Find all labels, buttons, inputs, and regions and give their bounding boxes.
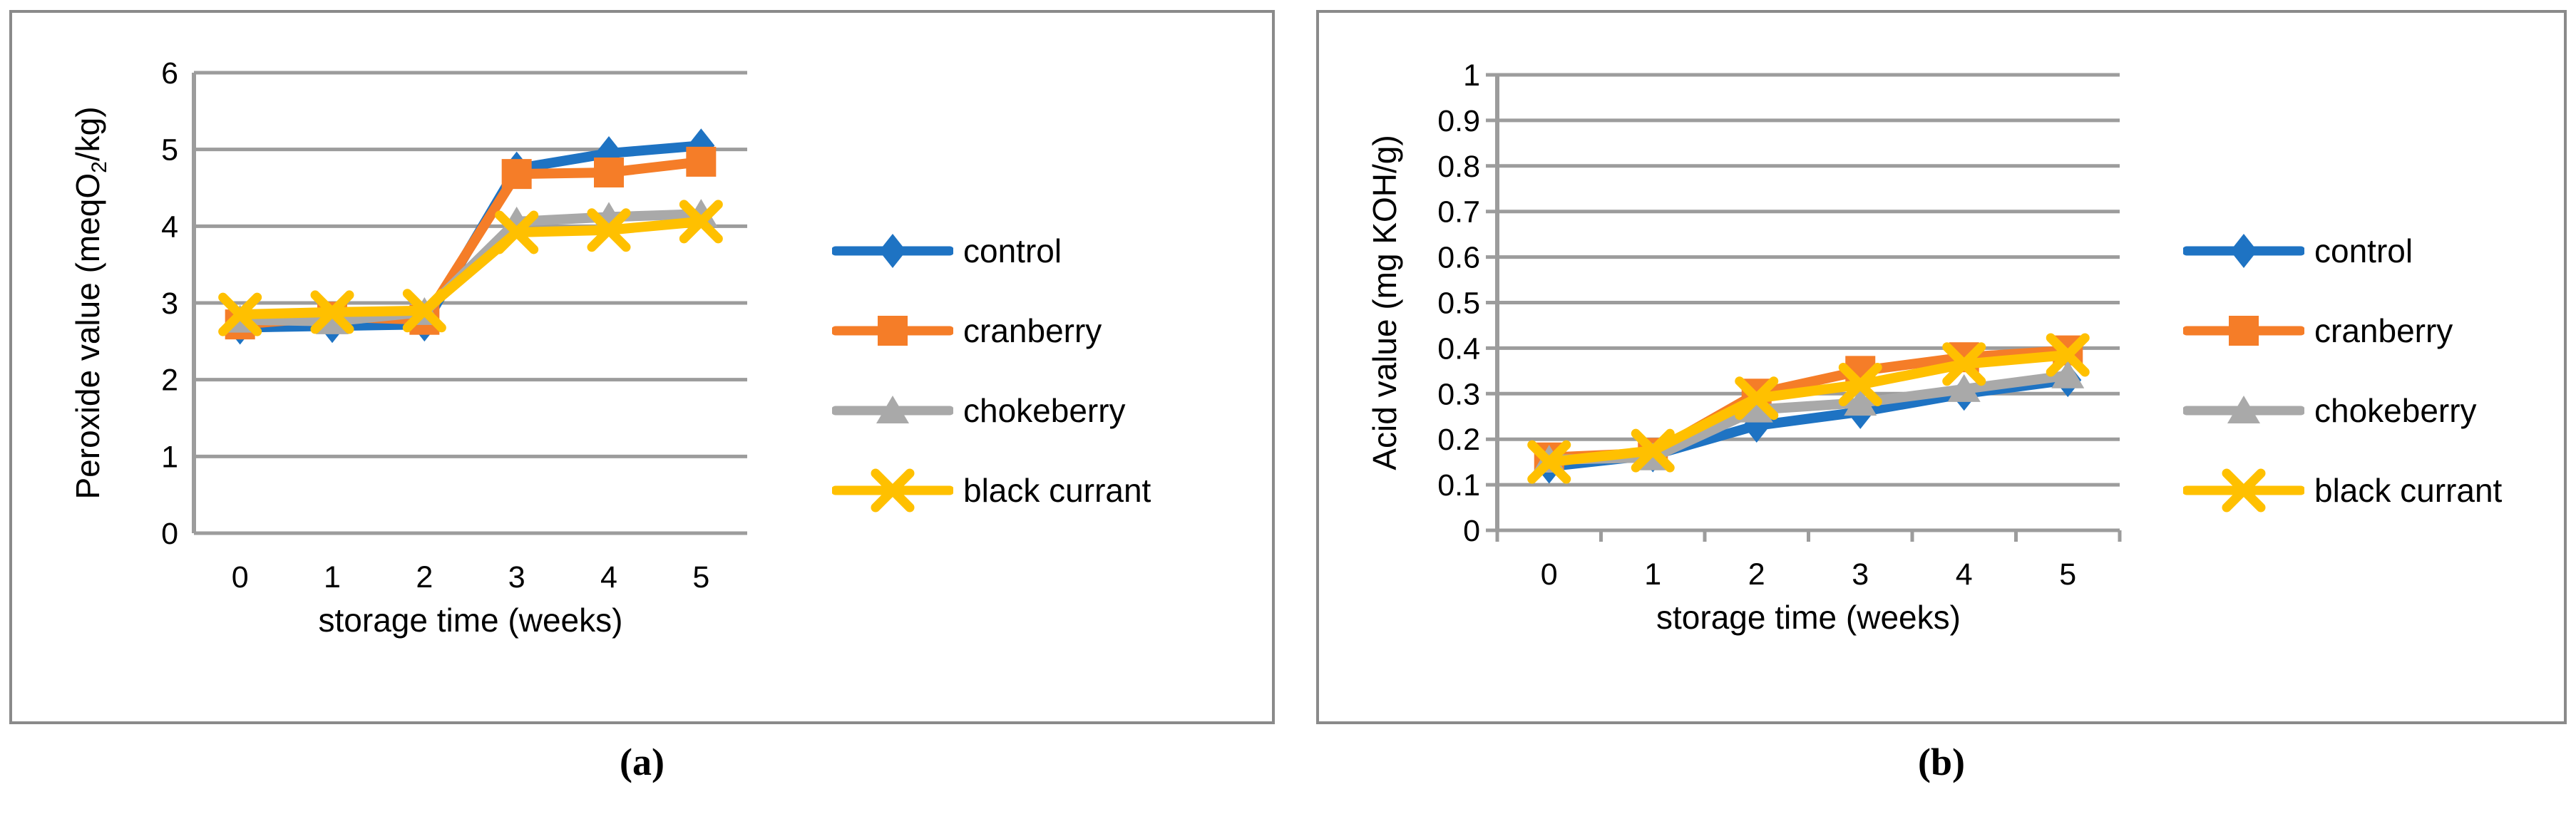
x-tick-label: 5 bbox=[2059, 557, 2076, 592]
x-tick-label: 4 bbox=[1956, 557, 1973, 592]
y-tick-label: 6 bbox=[161, 56, 178, 91]
legend-swatch-black-currant bbox=[2183, 468, 2304, 512]
legend-item-cranberry: cranberry bbox=[2183, 291, 2502, 371]
legend-label-control: control bbox=[963, 232, 1062, 269]
x-axis-title: storage time (weeks) bbox=[319, 602, 623, 639]
y-tick-label: 0.7 bbox=[1437, 195, 1480, 230]
y-tick-label: 0.2 bbox=[1437, 423, 1480, 457]
legend-marker-chokeberry bbox=[876, 396, 909, 423]
marker-chokeberry-week-3 bbox=[1844, 388, 1877, 416]
caption-panel-a: (a) bbox=[620, 741, 664, 783]
x-tick-label: 5 bbox=[692, 560, 709, 594]
x-tick-label: 2 bbox=[416, 560, 433, 594]
series-line-chokeberry bbox=[1544, 370, 2073, 465]
y-tick-label: 0.6 bbox=[1437, 241, 1480, 275]
x-tick-label: 1 bbox=[324, 560, 341, 594]
x-tick-label: 0 bbox=[232, 560, 249, 594]
caption-panel-b: (b) bbox=[1918, 741, 1965, 783]
y-tick-label: 0.1 bbox=[1437, 468, 1480, 503]
y-tick-label: 2 bbox=[161, 364, 178, 398]
legend-swatch-control bbox=[2183, 234, 2304, 268]
legend-item-control: control bbox=[832, 211, 1151, 291]
x-axis-title: storage time (weeks) bbox=[1656, 599, 1961, 636]
panel-a: 0 1 2 3 4 5 6 0 1 2 3 4 5 storage time (weeks) Peroxid… bbox=[9, 10, 1275, 724]
legend-marker-black-currant bbox=[871, 468, 915, 512]
legend-item-black-currant: black currant bbox=[2183, 450, 2502, 530]
legend-label-black-currant: black currant bbox=[963, 472, 1151, 509]
marker-chokeberry-week-5 bbox=[2051, 360, 2085, 388]
marker-black-currant-week-0 bbox=[218, 292, 262, 336]
marker-black-currant-week-5 bbox=[679, 200, 723, 244]
marker-black-currant-week-4 bbox=[587, 208, 631, 252]
x-tick-label: 3 bbox=[1852, 557, 1869, 592]
legend-label-control: control bbox=[2314, 232, 2413, 269]
legend-marker-cranberry bbox=[2229, 316, 2259, 346]
marker-black-currant-week-0 bbox=[1527, 440, 1571, 484]
x-tick-label: 3 bbox=[508, 560, 525, 594]
marker-black-currant-week-5 bbox=[2046, 333, 2090, 377]
legend-a: control cranberry chokeberry black curra… bbox=[832, 211, 1151, 530]
y-tick-label: 0.8 bbox=[1437, 150, 1480, 184]
marker-cranberry-week-5 bbox=[686, 146, 717, 177]
y-axis-title: Acid value (mg KOH/g) bbox=[1366, 135, 1403, 470]
series-line-black-currant bbox=[235, 216, 707, 320]
marker-black-currant-week-1 bbox=[310, 290, 354, 334]
x-tick-label: 4 bbox=[600, 560, 617, 594]
legend-item-chokeberry: chokeberry bbox=[2183, 371, 2502, 450]
legend-marker-control bbox=[879, 234, 906, 268]
peroxide-value-chart: 0 1 2 3 4 5 6 0 1 2 3 4 5 storage time (weeks) Peroxid… bbox=[69, 56, 747, 639]
legend-label-chokeberry: chokeberry bbox=[963, 392, 1126, 429]
legend-marker-chokeberry bbox=[2227, 396, 2260, 423]
legend-item-control: control bbox=[2183, 211, 2502, 291]
marker-chokeberry-week-2 bbox=[1740, 394, 1773, 423]
legend-swatch-chokeberry bbox=[832, 396, 953, 423]
y-tick-label: 1 bbox=[1463, 58, 1480, 93]
legend-marker-control bbox=[2230, 234, 2257, 268]
y-tick-label: 0.3 bbox=[1437, 377, 1480, 411]
y-tick-label: 0 bbox=[1463, 514, 1480, 548]
marker-black-currant-week-1 bbox=[1631, 428, 1675, 473]
y-tick-label: 0.4 bbox=[1437, 331, 1480, 366]
panel-b: 0 0.1 0.2 0.3 0.4 0.5 0.6 0.7 0.8 0.9 1 0 1 2 3 4 5 stora… bbox=[1316, 10, 2567, 724]
acid-value-chart: 0 0.1 0.2 0.3 0.4 0.5 0.6 0.7 0.8 0.9 1 0 1 2 3 4 5 stora… bbox=[1366, 58, 2122, 636]
legend-marker-cranberry bbox=[878, 316, 908, 346]
legend-b: control cranberry chokeberry black curra… bbox=[2183, 211, 2502, 530]
x-tick-label: 0 bbox=[1541, 557, 1558, 592]
legend-marker-black-currant bbox=[2222, 468, 2266, 512]
legend-swatch-cranberry bbox=[832, 316, 953, 346]
marker-black-currant-week-3 bbox=[1838, 363, 1882, 407]
marker-black-currant-week-4 bbox=[1942, 342, 1986, 386]
y-tick-label: 0.9 bbox=[1437, 104, 1480, 138]
marker-cranberry-week-4 bbox=[594, 157, 624, 187]
y-tick-label: 3 bbox=[161, 287, 178, 321]
legend-swatch-cranberry bbox=[2183, 316, 2304, 346]
x-tick-label: 1 bbox=[1644, 557, 1661, 592]
legend-swatch-black-currant bbox=[832, 468, 953, 512]
legend-label-black-currant: black currant bbox=[2314, 472, 2503, 509]
marker-chokeberry-week-4 bbox=[1947, 374, 1981, 402]
legend-item-black-currant: black currant bbox=[832, 450, 1151, 530]
marker-black-currant-week-3 bbox=[495, 210, 539, 254]
legend-label-chokeberry: chokeberry bbox=[2314, 392, 2477, 429]
series-line-black-currant bbox=[1544, 349, 2073, 468]
y-tick-label: 1 bbox=[161, 440, 178, 474]
legend-swatch-control bbox=[832, 234, 953, 268]
y-tick-label: 0 bbox=[161, 517, 178, 551]
legend-item-cranberry: cranberry bbox=[832, 291, 1151, 371]
legend-item-chokeberry: chokeberry bbox=[832, 371, 1151, 450]
series-line-cranberry bbox=[235, 156, 707, 330]
legend-swatch-chokeberry bbox=[2183, 396, 2304, 423]
y-axis-title: Peroxide value (meqO2​/kg) bbox=[69, 106, 111, 499]
y-tick-label: 5 bbox=[161, 133, 178, 168]
legend-label-cranberry: cranberry bbox=[963, 312, 1102, 349]
legend-label-cranberry: cranberry bbox=[2314, 312, 2453, 349]
marker-black-currant-week-2 bbox=[402, 289, 446, 333]
marker-chokeberry-week-1 bbox=[316, 306, 349, 334]
y-tick-label: 0.5 bbox=[1437, 287, 1480, 321]
marker-cranberry-week-3 bbox=[501, 159, 532, 190]
marker-black-currant-week-2 bbox=[1735, 376, 1779, 421]
x-tick-label: 2 bbox=[1748, 557, 1765, 592]
y-tick-label: 4 bbox=[161, 210, 178, 244]
